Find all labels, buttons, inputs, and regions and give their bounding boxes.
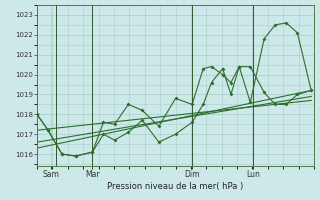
X-axis label: Pression niveau de la mer( hPa ): Pression niveau de la mer( hPa ): [108, 182, 244, 191]
